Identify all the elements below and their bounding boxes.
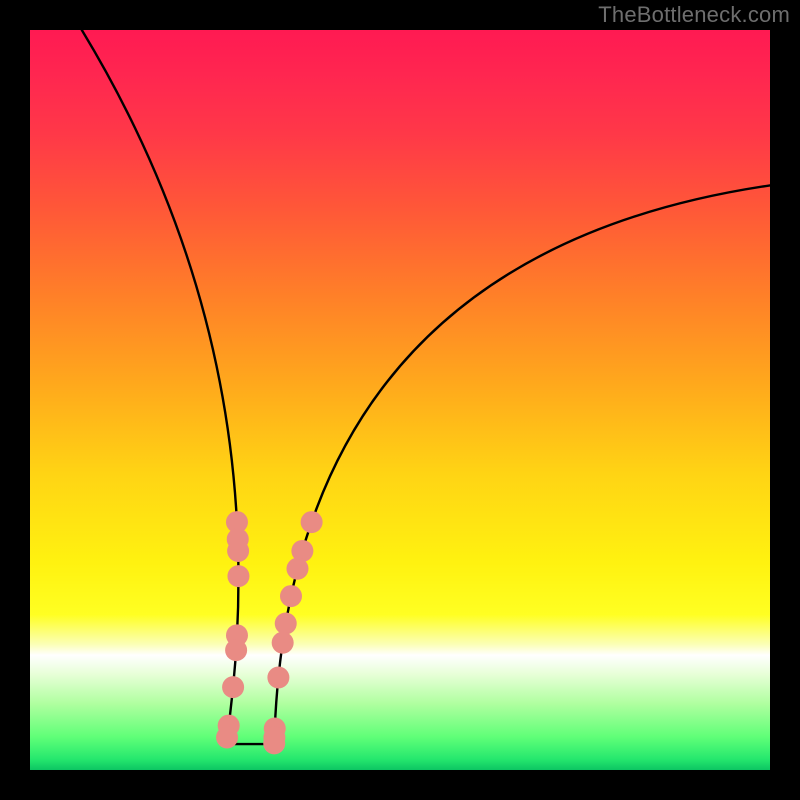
marker-dot [286, 558, 308, 580]
marker-dot [272, 632, 294, 654]
chart-figure: TheBottleneck.com [0, 0, 800, 800]
marker-dot [225, 639, 247, 661]
marker-dot [222, 676, 244, 698]
marker-dot [301, 511, 323, 533]
plot-svg [0, 0, 800, 800]
marker-dot [263, 732, 285, 754]
marker-dot [227, 540, 249, 562]
marker-dot [280, 585, 302, 607]
marker-dot [267, 667, 289, 689]
watermark-text: TheBottleneck.com [598, 2, 790, 28]
marker-dot [227, 565, 249, 587]
marker-dot [216, 726, 238, 748]
marker-dot [275, 612, 297, 634]
